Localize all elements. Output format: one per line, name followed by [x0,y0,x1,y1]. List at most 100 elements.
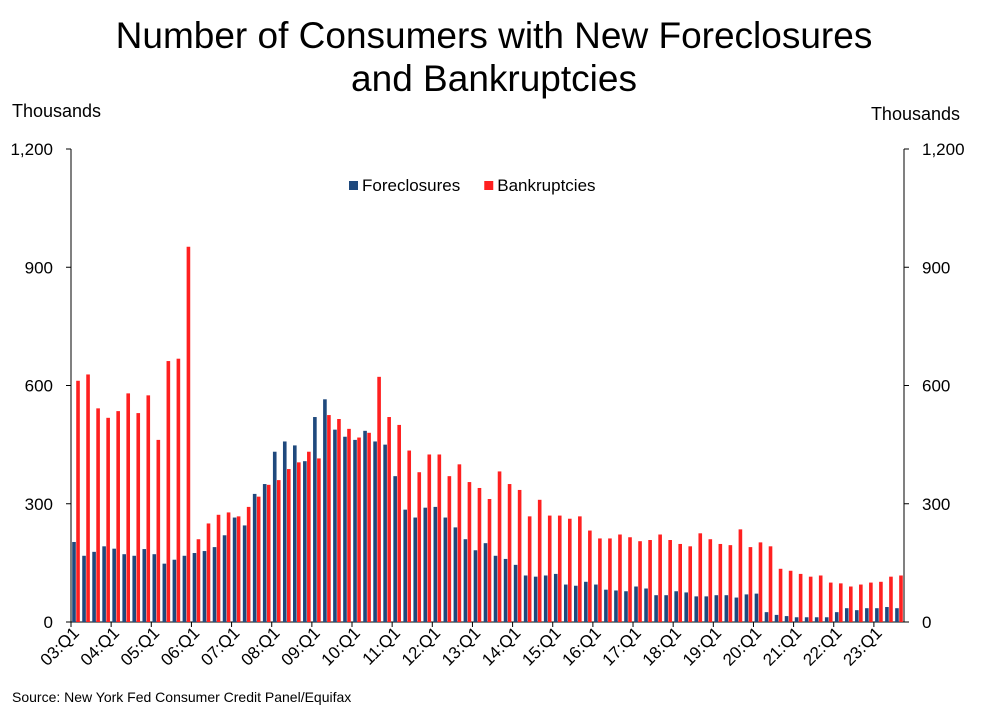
bankruptcies-bar [106,417,110,622]
bankruptcies-bar [166,361,171,622]
bankruptcies-bar [337,419,341,622]
source-note: Source: New York Fed Consumer Credit Pan… [12,689,352,705]
foreclosures-bar [543,575,548,622]
foreclosures-bar [483,543,488,622]
x-tick-label: 16:Q1 [559,623,605,669]
bankruptcies-bar [276,480,281,622]
left-y-tick-label: 300 [25,495,53,514]
foreclosures-bar [895,608,899,622]
bankruptcies-bar [608,538,612,622]
x-tick-label: 05:Q1 [117,623,163,669]
x-tick-label: 23:Q1 [840,623,886,669]
bankruptcies-bar [417,472,422,622]
foreclosures-bar [644,588,648,622]
foreclosures-bar [393,476,397,622]
x-tick-label: 07:Q1 [197,623,243,669]
legend-label-bankruptcies: Bankruptcies [497,176,595,195]
bankruptcies-bar [347,428,351,622]
foreclosures-bar [844,608,849,622]
foreclosures-bar [634,586,638,622]
left-y-tick-label: 900 [25,258,53,277]
x-tick-label: 15:Q1 [518,623,564,669]
foreclosures-bar [794,617,799,622]
foreclosures-bar [744,594,749,622]
foreclosures-bar [553,573,558,622]
foreclosures-bar [152,554,157,622]
bankruptcies-bar [778,568,783,622]
foreclosures-bar [252,493,257,622]
x-tick-label: 08:Q1 [237,623,283,669]
bankruptcies-bar [196,539,201,622]
bankruptcies-bar [658,534,662,622]
foreclosures-bar [293,445,297,622]
foreclosures-bar [433,506,438,622]
foreclosures-bar [774,614,779,622]
foreclosures-bar [313,417,317,622]
bankruptcies-bar [869,582,873,622]
bankruptcies-bar [497,471,502,622]
x-tick-label: 22:Q1 [799,623,845,669]
foreclosures-bar [834,612,839,622]
bankruptcies-bar [317,458,321,622]
foreclosures-bar [102,546,106,622]
foreclosures-bar [674,591,678,622]
foreclosures-bar [875,608,879,622]
foreclosures-bar [232,517,237,622]
foreclosures-bar [463,539,468,622]
bankruptcies-bar [286,469,291,622]
foreclosures-bar [333,429,337,622]
bankruptcies-bar [648,540,652,622]
bankruptcies-bar [798,573,803,622]
foreclosures-bar [282,441,287,622]
bankruptcies-bar [618,534,622,622]
x-tick-label: 20:Q1 [719,623,765,669]
left-y-tick-label: 600 [25,377,53,396]
right-y-tick-label: 0 [922,613,931,632]
foreclosures-bar [92,551,96,622]
bankruptcies-bar [517,489,522,622]
bankruptcies-bar [527,516,532,622]
bankruptcies-bar [688,546,693,622]
foreclosures-bar [403,509,408,622]
x-tick-label: 21:Q1 [759,623,805,669]
foreclosures-bar [112,548,116,622]
legend-swatch-bankruptcies [484,181,494,190]
foreclosures-bar [764,612,769,622]
foreclosures-bar [142,549,147,622]
chart-title-line-2: and Bankruptcies [351,58,637,99]
bankruptcies-bar [879,581,883,622]
foreclosures-bar [513,564,518,622]
foreclosures-bar [664,595,668,622]
foreclosures-bar [343,436,347,622]
foreclosures-bar [855,610,859,622]
bankruptcies-bar [557,515,562,622]
bankruptcies-bar [698,533,703,622]
foreclosures-bar [222,535,227,622]
bankruptcies-bar [397,424,401,622]
foreclosures-bar [262,484,267,622]
foreclosures-bar [353,439,357,622]
bankruptcies-bar [327,415,331,622]
bankruptcies-bar [578,516,582,622]
bankruptcies-bar [537,499,542,622]
bankruptcies-bar [788,570,793,622]
bankruptcies-bar [588,530,592,622]
bankruptcies-bar [136,413,141,622]
bankruptcies-bar [407,450,412,622]
foreclosures-bar [533,576,538,622]
bankruptcies-bar [467,482,472,622]
bankruptcies-bar [427,454,432,622]
bankruptcies-bar [457,464,462,622]
right-y-tick-label: 600 [922,377,950,396]
bankruptcies-bar [206,523,211,622]
x-tick-label: 17:Q1 [599,623,645,669]
series-foreclosures [72,399,899,623]
foreclosures-bar [493,555,498,622]
bankruptcies-bar [96,408,100,622]
bankruptcies-bar [728,545,733,622]
foreclosures-bar [734,597,739,622]
foreclosures-bar [724,595,729,622]
foreclosures-bar [704,596,709,622]
bankruptcies-bar [758,542,763,622]
